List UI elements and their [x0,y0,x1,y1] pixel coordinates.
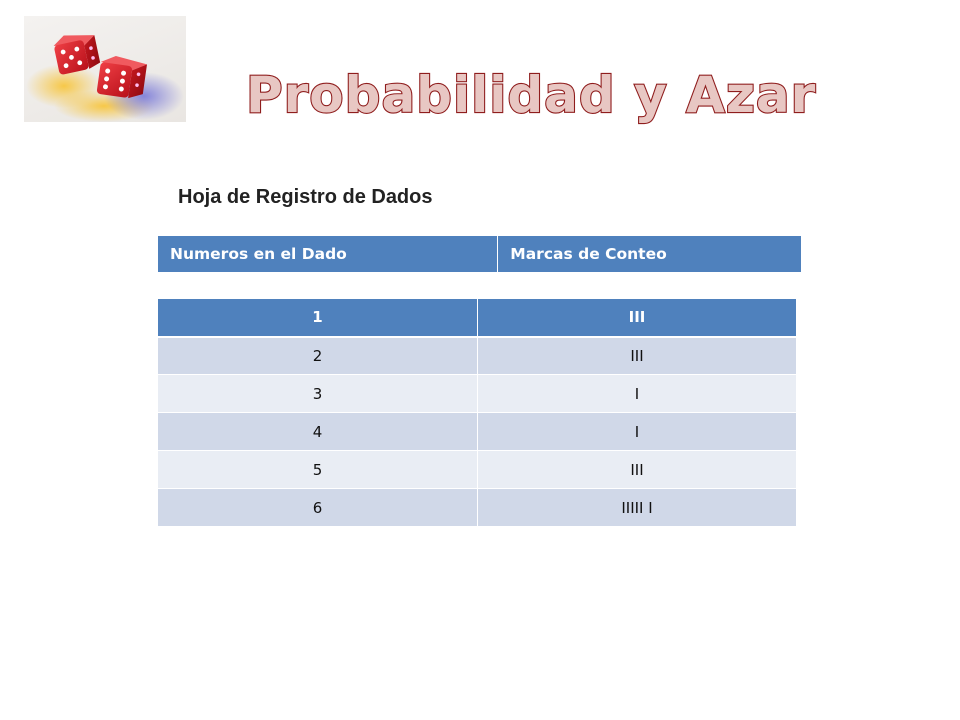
page-title: Probabilidad y Azar [238,60,817,130]
tally-cell: IIIII I [477,488,797,527]
die-number-cell: 6 [157,488,478,527]
sheet-subtitle: Hoja de Registro de Dados [178,186,433,208]
tally-cell: III [477,450,797,489]
die-number-cell: 1 [157,298,478,338]
tally-data-table: 1 III 2 III 3 I 4 I 5 III 6 IIIII I [157,298,797,527]
die-number-cell: 2 [157,336,478,375]
table-row: 1 III [157,298,797,338]
die-number-cell: 3 [157,374,478,413]
red-dice-icon [26,35,184,122]
tally-cell: I [477,374,797,413]
header-tally-marks: Marcas de Conteo [497,236,801,272]
header-row: Numeros en el Dado Marcas de Conteo [158,236,801,272]
table-row: 5 III [157,450,797,489]
die-number-cell: 4 [157,412,478,451]
tally-header-table: Numeros en el Dado Marcas de Conteo [158,236,801,272]
die-number-cell: 5 [157,450,478,489]
dice-image [24,16,186,122]
table-row: 4 I [157,412,797,451]
page-title-text: Probabilidad y Azar [246,66,816,124]
tally-cell: I [477,412,797,451]
table-row: 6 IIIII I [157,488,797,527]
tally-cell: III [477,336,797,375]
header-numbers-on-die: Numeros en el Dado [158,236,499,272]
table-row: 2 III [157,336,797,375]
tally-cell: III [477,298,797,338]
table-row: 3 I [157,374,797,413]
